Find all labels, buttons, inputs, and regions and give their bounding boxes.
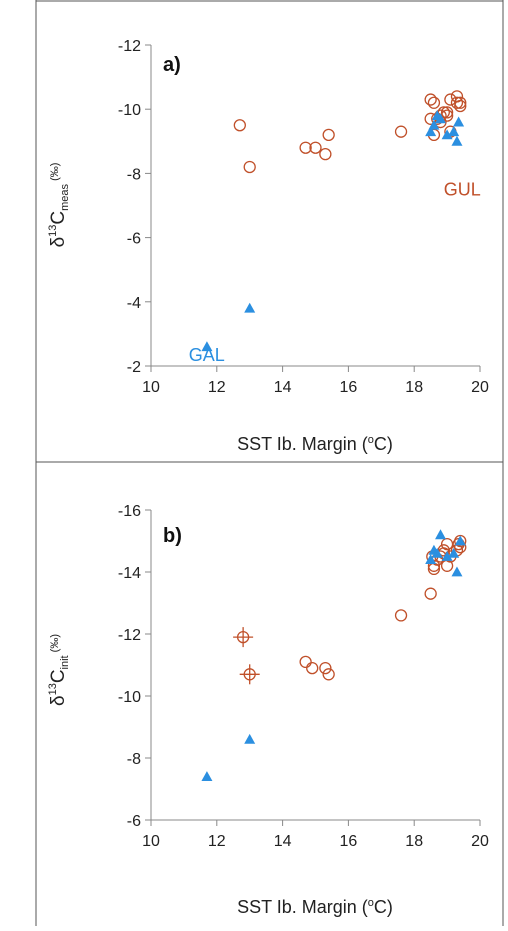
panel-a-axes: -12 -10 -8 -6 -4 -210 12 14 16 18 20 — [118, 38, 489, 396]
panel-b-x-tick-label: 16 — [340, 833, 358, 850]
panel-a: a) -12 -10 -8 -6 -4 -210 12 14 16 18 20 GUL GAL SS… — [47, 38, 489, 454]
panel-b-label: b) — [163, 525, 182, 547]
panel-a-gul-point — [322, 128, 335, 142]
panel-b-ylabel-sup: 13 — [47, 683, 59, 695]
panel-a-gal-point — [244, 302, 256, 313]
panel-a-gul-point — [394, 125, 408, 138]
panel-b-ylabel-sub: init — [59, 655, 71, 669]
panel-a-y-tick-label: -2 — [127, 359, 141, 376]
panel-a-gul-point — [309, 141, 322, 154]
panel-a-gal-point — [435, 113, 447, 124]
panel-b-gal-point — [448, 547, 460, 558]
panel-b-xlabel-end: C) — [374, 897, 393, 917]
panel-b-y-tick-label: -6 — [127, 813, 141, 830]
panel-b-xlabel-main: SST Ib. Margin ( — [237, 897, 368, 917]
panel-a-annotation-gal: GAL — [189, 345, 225, 365]
panel-a-xlabel-end: C) — [374, 434, 393, 454]
panel-b-ylabel-c: C — [48, 669, 69, 683]
panel-a-ylabel-unit: (‰) — [49, 163, 61, 184]
panel-a-marks — [201, 90, 467, 352]
panel-a-gul-point — [233, 119, 246, 132]
panel-a-y-axis-label: δ13Cmeas (‰) — [47, 163, 71, 248]
panel-a-xlabel-main: SST Ib. Margin ( — [237, 434, 368, 454]
panel-a-gul-point — [319, 147, 332, 161]
panel-a-gal-point — [441, 129, 453, 140]
panel-a-x-tick-label: 20 — [471, 379, 489, 396]
panel-a-gul-point — [454, 99, 467, 113]
panel-b-axes: -16 -14 -12 -10 -8 -610 12 14 16 18 20 — [118, 503, 489, 850]
panel-b-gal-point — [201, 771, 213, 781]
panel-b-ylabel-unit: (‰) — [49, 634, 61, 655]
panel-b-x-tick-label: 12 — [208, 833, 226, 850]
panel-a-y-tick-label: -8 — [127, 166, 141, 183]
panel-a-gal-point — [448, 126, 460, 137]
panel-a-gul-point — [440, 106, 454, 119]
panel-a-gul-point — [243, 160, 256, 174]
panel-a-gul-point — [427, 96, 441, 109]
panel-a-gal-point — [451, 135, 463, 146]
panel-a-ylabel-c: C — [48, 211, 69, 225]
panel-a-y-tick-label: -12 — [118, 38, 141, 55]
panel-b-y-tick-label: -8 — [127, 751, 141, 768]
panel-b-marks — [201, 529, 467, 781]
panel-a-gal-point — [425, 126, 437, 137]
panel-a-gal-point — [201, 341, 213, 352]
panel-b-gal-point — [244, 733, 256, 744]
panel-b-gul-point-errorbar — [236, 630, 250, 644]
panel-a-x-axis-label: SST Ib. Margin (oC) — [237, 434, 393, 454]
panel-b-y-axis-label: δ13Cinit (‰) — [47, 634, 71, 706]
panel-b-gul-point — [319, 661, 332, 675]
panel-b-gal-point — [451, 566, 463, 577]
panel-b-x-tick-label: 10 — [142, 833, 160, 850]
panel-a-gal-point — [428, 119, 440, 130]
panel-b-y-tick-label: -12 — [118, 627, 141, 644]
panel-b-x-tick-label: 18 — [405, 833, 423, 850]
panel-a-gul-point — [299, 141, 312, 154]
panel-b-gal-point — [431, 547, 443, 558]
panel-a-xlabel-sup: o — [368, 434, 374, 446]
panel-b-gul-point — [306, 661, 319, 675]
panel-a-y-tick-label: -10 — [118, 102, 141, 119]
panel-a-gul-point — [454, 96, 467, 109]
panel-b-gal-point — [435, 529, 447, 540]
panel-b-gal-point — [454, 535, 466, 546]
panel-a-gal-point — [453, 116, 465, 127]
panel-b-x-axis-label: SST Ib. Margin (oC) — [237, 897, 393, 917]
panel-a-gul-point — [450, 96, 464, 109]
panel-b-gul-point — [322, 668, 335, 681]
panel-a-x-tick-label: 16 — [340, 379, 358, 396]
panel-a-gul-point — [424, 93, 437, 106]
panel-b-y-tick-label: -16 — [118, 503, 141, 520]
panel-b: b) -16 -14 -12 -10 -8 -610 12 14 16 18 20 SST Ib. … — [47, 503, 489, 917]
panel-a-y-tick-label: -6 — [127, 231, 141, 248]
panel-b-gal-point — [441, 551, 453, 561]
panel-a-x-tick-label: 18 — [405, 379, 423, 396]
panel-a-annotation-gul: GUL — [444, 179, 481, 199]
panel-a-ylabel-delta: δ — [48, 237, 69, 248]
panel-b-ylabel-delta: δ — [48, 695, 69, 706]
panel-b-x-tick-label: 14 — [274, 833, 292, 850]
panel-a-x-tick-label: 10 — [142, 379, 160, 396]
panel-b-gul-point-errorbar — [243, 668, 256, 681]
panel-b-gal-point — [425, 554, 437, 564]
panel-a-ylabel-sup: 13 — [47, 225, 59, 237]
panel-b-y-tick-label: -14 — [118, 565, 141, 582]
panel-b-gul-point — [394, 609, 408, 622]
panel-b-x-tick-label: 20 — [471, 833, 489, 850]
panel-b-xlabel-sup: o — [368, 897, 374, 909]
panel-b-gul-point — [424, 587, 437, 600]
panel-a-x-tick-label: 12 — [208, 379, 226, 396]
panel-b-gul-point — [440, 537, 454, 551]
panel-b-gul-point — [299, 655, 312, 669]
panel-a-ylabel-sub: meas — [59, 183, 71, 210]
panel-b-y-tick-label: -10 — [118, 689, 141, 706]
panel-a-y-tick-label: -4 — [127, 295, 141, 312]
panel-a-label: a) — [163, 54, 181, 76]
panel-a-x-tick-label: 14 — [274, 379, 292, 396]
